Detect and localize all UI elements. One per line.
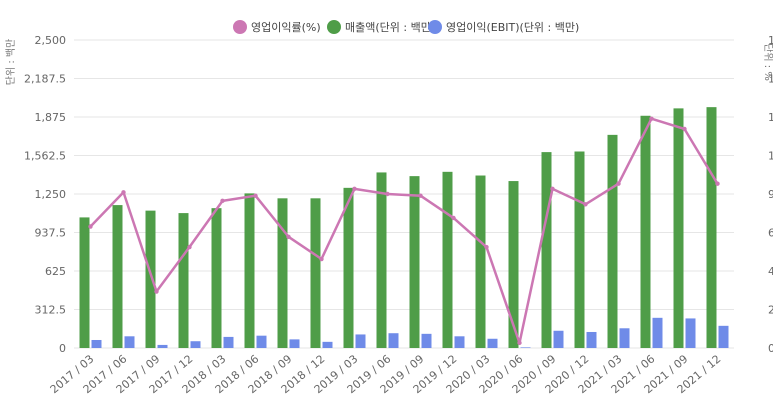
y-left-tick-label: 1,250 — [35, 188, 67, 201]
point-operating-margin[interactable] — [154, 289, 159, 294]
point-operating-margin[interactable] — [715, 181, 720, 186]
bar-revenue[interactable] — [673, 108, 684, 348]
bar-revenue[interactable] — [508, 181, 519, 348]
bar-revenue[interactable] — [574, 151, 585, 348]
bar-ebit[interactable] — [718, 325, 729, 348]
bar-ebit[interactable] — [124, 336, 135, 348]
bar-ebit[interactable] — [421, 333, 432, 348]
bar-revenue[interactable] — [376, 172, 387, 348]
bar-ebit[interactable] — [553, 330, 564, 348]
bar-revenue[interactable] — [409, 176, 420, 348]
bar-ebit[interactable] — [586, 331, 597, 348]
bar-revenue[interactable] — [706, 107, 717, 348]
point-operating-margin[interactable] — [187, 244, 192, 250]
bar-revenue[interactable] — [442, 171, 453, 348]
point-operating-margin[interactable] — [121, 190, 126, 195]
point-operating-margin[interactable] — [550, 186, 555, 192]
y-left-tick-label: 2,187.5 — [24, 73, 66, 86]
y-right-tick-label: 11.3 — [768, 150, 773, 163]
bar-revenue[interactable] — [475, 175, 486, 348]
bar-revenue[interactable] — [343, 187, 354, 348]
line-operating-margin — [89, 117, 719, 345]
bar-revenue[interactable] — [277, 198, 288, 348]
bar-ebit[interactable] — [619, 328, 630, 348]
bar-ebit[interactable] — [652, 317, 663, 348]
point-operating-margin[interactable] — [385, 191, 390, 197]
bar-ebit[interactable] — [289, 339, 300, 348]
line-layer — [88, 116, 720, 346]
bar-layer — [79, 107, 729, 348]
bar-revenue[interactable] — [178, 213, 189, 348]
y-right-tick-label: 4.5 — [768, 265, 773, 278]
y-right-tick-label: 6.8 — [768, 227, 773, 240]
point-operating-margin[interactable] — [253, 193, 258, 198]
bar-ebit[interactable] — [487, 338, 498, 348]
point-operating-margin[interactable] — [583, 202, 588, 207]
bar-ebit[interactable] — [388, 333, 399, 348]
point-operating-margin[interactable] — [616, 181, 621, 186]
y-left-tick-label: 1,562.5 — [24, 150, 66, 163]
bar-ebit[interactable] — [454, 336, 465, 348]
legend-label[interactable]: 영업이익(EBIT)(단위 : 백만) — [446, 21, 579, 34]
legend-swatch[interactable] — [327, 20, 341, 34]
y-left-tick-label: 0 — [59, 342, 66, 355]
bar-ebit[interactable] — [322, 341, 333, 348]
bar-ebit[interactable] — [355, 334, 366, 348]
y-left-tick-label: 312.5 — [35, 304, 67, 317]
bar-ebit[interactable] — [685, 318, 696, 348]
y-right-tick-label: 18 — [768, 34, 773, 47]
point-operating-margin[interactable] — [517, 340, 522, 346]
bar-revenue[interactable] — [211, 208, 222, 348]
point-operating-margin[interactable] — [484, 244, 489, 250]
y-left-axis-title: 단위 : 백만 — [4, 39, 17, 86]
point-operating-margin[interactable] — [286, 234, 291, 239]
point-operating-margin[interactable] — [88, 224, 93, 229]
point-operating-margin[interactable] — [352, 186, 357, 192]
y-right-tick-label: 15.8 — [768, 73, 773, 86]
y-right-tick-label: 9 — [768, 188, 773, 201]
y-left-tick-label: 1,875 — [35, 111, 67, 124]
bar-ebit[interactable] — [256, 335, 267, 348]
legend-label[interactable]: 영업이익률(%) — [251, 21, 321, 34]
bar-ebit[interactable] — [190, 341, 201, 348]
bar-revenue[interactable] — [541, 152, 552, 348]
y-right-tick-label: 13.5 — [768, 111, 773, 124]
y-left-tick-label: 625 — [45, 265, 66, 278]
bar-ebit[interactable] — [91, 339, 102, 348]
bar-revenue[interactable] — [79, 217, 90, 348]
y-left-tick-label: 2,500 — [35, 34, 67, 47]
bar-ebit[interactable] — [223, 336, 234, 348]
point-operating-margin[interactable] — [451, 215, 456, 221]
bar-revenue[interactable] — [145, 210, 156, 348]
y-right-tick-label: 0 — [768, 342, 773, 355]
legend-swatch[interactable] — [428, 20, 442, 34]
point-operating-margin[interactable] — [220, 198, 225, 204]
bar-revenue[interactable] — [112, 205, 123, 348]
y-left-tick-label: 937.5 — [35, 227, 67, 240]
point-operating-margin[interactable] — [649, 116, 654, 121]
y-right-tick-label: 2.3 — [768, 304, 773, 317]
bar-revenue[interactable] — [244, 193, 255, 348]
point-operating-margin[interactable] — [319, 256, 324, 262]
bar-ebit[interactable] — [520, 347, 531, 348]
point-operating-margin[interactable] — [682, 126, 687, 132]
bar-revenue[interactable] — [607, 134, 618, 348]
y-right-axis-title: 단위 : % — [762, 43, 773, 81]
legend-label[interactable]: 매출액(단위 : 백만) — [345, 21, 435, 34]
bar-ebit[interactable] — [157, 344, 168, 348]
legend-swatch[interactable] — [233, 20, 247, 34]
point-operating-margin[interactable] — [418, 193, 423, 198]
bar-revenue[interactable] — [310, 198, 321, 348]
legend-layer: 영업이익률(%) 매출액(단위 : 백만) 영업이익(EBIT)(단위 : 백만) — [233, 20, 579, 34]
bar-revenue[interactable] — [640, 115, 651, 348]
